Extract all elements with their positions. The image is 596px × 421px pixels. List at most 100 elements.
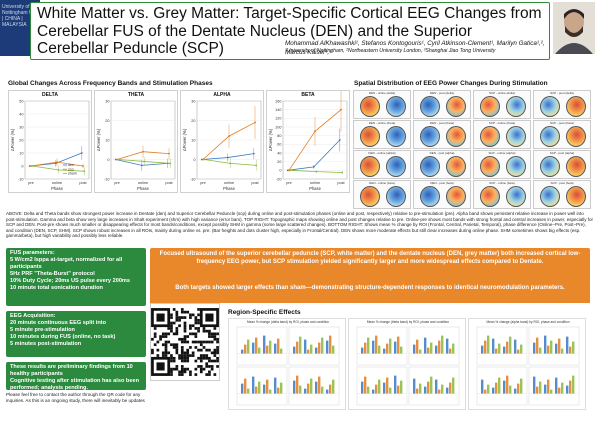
topomap-label: DEN - online (theta) [368, 121, 396, 125]
region-bar [413, 344, 416, 354]
region-bar [326, 340, 329, 354]
topomap-head [446, 156, 466, 177]
topomap-head [566, 186, 586, 207]
topomap-panel: SCP - post (theta) [533, 120, 591, 149]
data-point-sham [117, 158, 120, 161]
region-bar [555, 343, 558, 354]
y-tick-label: 0 [193, 158, 195, 162]
region-bar [449, 348, 452, 354]
region-bar [318, 342, 321, 354]
region-bar [255, 386, 258, 394]
region-bar [400, 346, 403, 354]
region-bar [386, 377, 389, 394]
y-tick-label: 20 [191, 119, 195, 123]
topomap-panel: DEN - online (beta) [353, 180, 411, 209]
y-tick-label: 80 [277, 134, 281, 138]
data-point-den [312, 165, 315, 168]
fus-line: 5Hz PRF "Theta-Burst" protocol [10, 270, 95, 277]
region-bar [244, 344, 247, 354]
topomap-label: DEN - online (alpha) [368, 151, 396, 155]
x-tick-label: post [165, 181, 173, 185]
y-tick-label: 60 [277, 143, 281, 147]
fus-parameters-box: FUS parameters: 5 W/cm2 Isppa at-target,… [6, 248, 146, 306]
region-bar [520, 344, 523, 354]
topomap-head [446, 126, 466, 147]
region-bar [438, 389, 441, 394]
data-point-den [80, 152, 83, 154]
data-point-sham [31, 165, 34, 167]
region-bar [364, 376, 367, 394]
region-bar [506, 341, 509, 354]
region-bar [378, 345, 381, 354]
region-bar [266, 379, 269, 394]
topomap-panel: SCP - post (delta) [533, 90, 591, 119]
region-bar [569, 346, 572, 354]
region-bar [255, 337, 258, 354]
region-bar [258, 381, 261, 394]
topomap-head [360, 96, 380, 117]
region-bar [481, 345, 484, 354]
region-bar [572, 341, 575, 354]
region-bar [430, 376, 433, 394]
region-bar [293, 380, 296, 394]
region-bar [561, 348, 564, 354]
y-tick-label: 140 [275, 108, 281, 112]
topomap-head [360, 186, 380, 207]
y-tick-label: 0 [279, 169, 281, 173]
region-bar [277, 387, 280, 394]
region-bar [269, 389, 272, 394]
data-point-scp [254, 121, 256, 124]
chart-plot: -10 0 10 20 30 pre online post Phase ΔPower (%) [96, 99, 176, 191]
y-axis-label: ΔPower (%) [268, 128, 273, 151]
topomap-panel: DEN - post (theta) [413, 120, 471, 149]
region-bar [452, 343, 455, 354]
region-bar [318, 376, 321, 394]
region-bar [372, 389, 375, 394]
topomap-panel: DEN - online (delta) [353, 90, 411, 119]
prelim-line: Cognitive testing after stimulation has … [10, 377, 139, 391]
region-bar [492, 387, 495, 394]
topomap-head [566, 96, 586, 117]
y-tick-label: 120 [275, 117, 281, 121]
topomap-head [360, 156, 380, 177]
region-bar [424, 337, 427, 354]
global-chart-theta: THETA -10 0 10 20 30 pre online post Phase ΔPower … [94, 90, 178, 193]
region-bar [247, 339, 250, 354]
region-bar [299, 336, 302, 354]
data-point-sham [203, 158, 206, 161]
region-bar [416, 388, 419, 394]
poster-title: White Matter vs. Grey Matter: Target-Spe… [37, 5, 542, 57]
chart-plot: -10 0 10 20 30 pre online post Phase ΔPower (%) [182, 99, 262, 191]
x-tick-label: online [310, 181, 320, 185]
region-bar [252, 376, 255, 394]
topomap-head [420, 96, 440, 117]
topomap-head [480, 186, 500, 207]
region-bar [487, 335, 490, 354]
x-axis-label: Phase [51, 186, 64, 191]
region-bar [378, 379, 381, 394]
data-point-scp [56, 161, 58, 163]
y-tick-label: 20 [105, 119, 109, 123]
region-bar [536, 337, 539, 354]
legend-label: scp [68, 167, 74, 171]
fus-line: 10% Duty Cycle; 20ms US pulse every 200m… [10, 277, 131, 284]
contact-qr-code[interactable] [150, 303, 220, 381]
topomap-head [420, 186, 440, 207]
topomap-head [420, 156, 440, 177]
region-bar [332, 345, 335, 354]
region-bar [533, 342, 536, 354]
global-chart-delta: DELTA -10 0 10 20 30 40 50 pre online post Phase ΔPo… [8, 90, 92, 193]
region-bar [389, 338, 392, 354]
x-tick-label: pre [114, 181, 120, 185]
y-tick-label: 50 [19, 99, 23, 103]
topomap-head [446, 96, 466, 117]
topomap-head [386, 156, 406, 177]
region-bar [427, 347, 430, 354]
region-bar [241, 383, 244, 394]
region-bar [492, 338, 495, 354]
topomap-label: SCP - post (beta) [550, 181, 574, 185]
region-bar [481, 379, 484, 394]
topomap-head [566, 126, 586, 147]
region-bar [364, 342, 367, 354]
preliminary-box: These results are preliminary findings f… [6, 362, 146, 391]
